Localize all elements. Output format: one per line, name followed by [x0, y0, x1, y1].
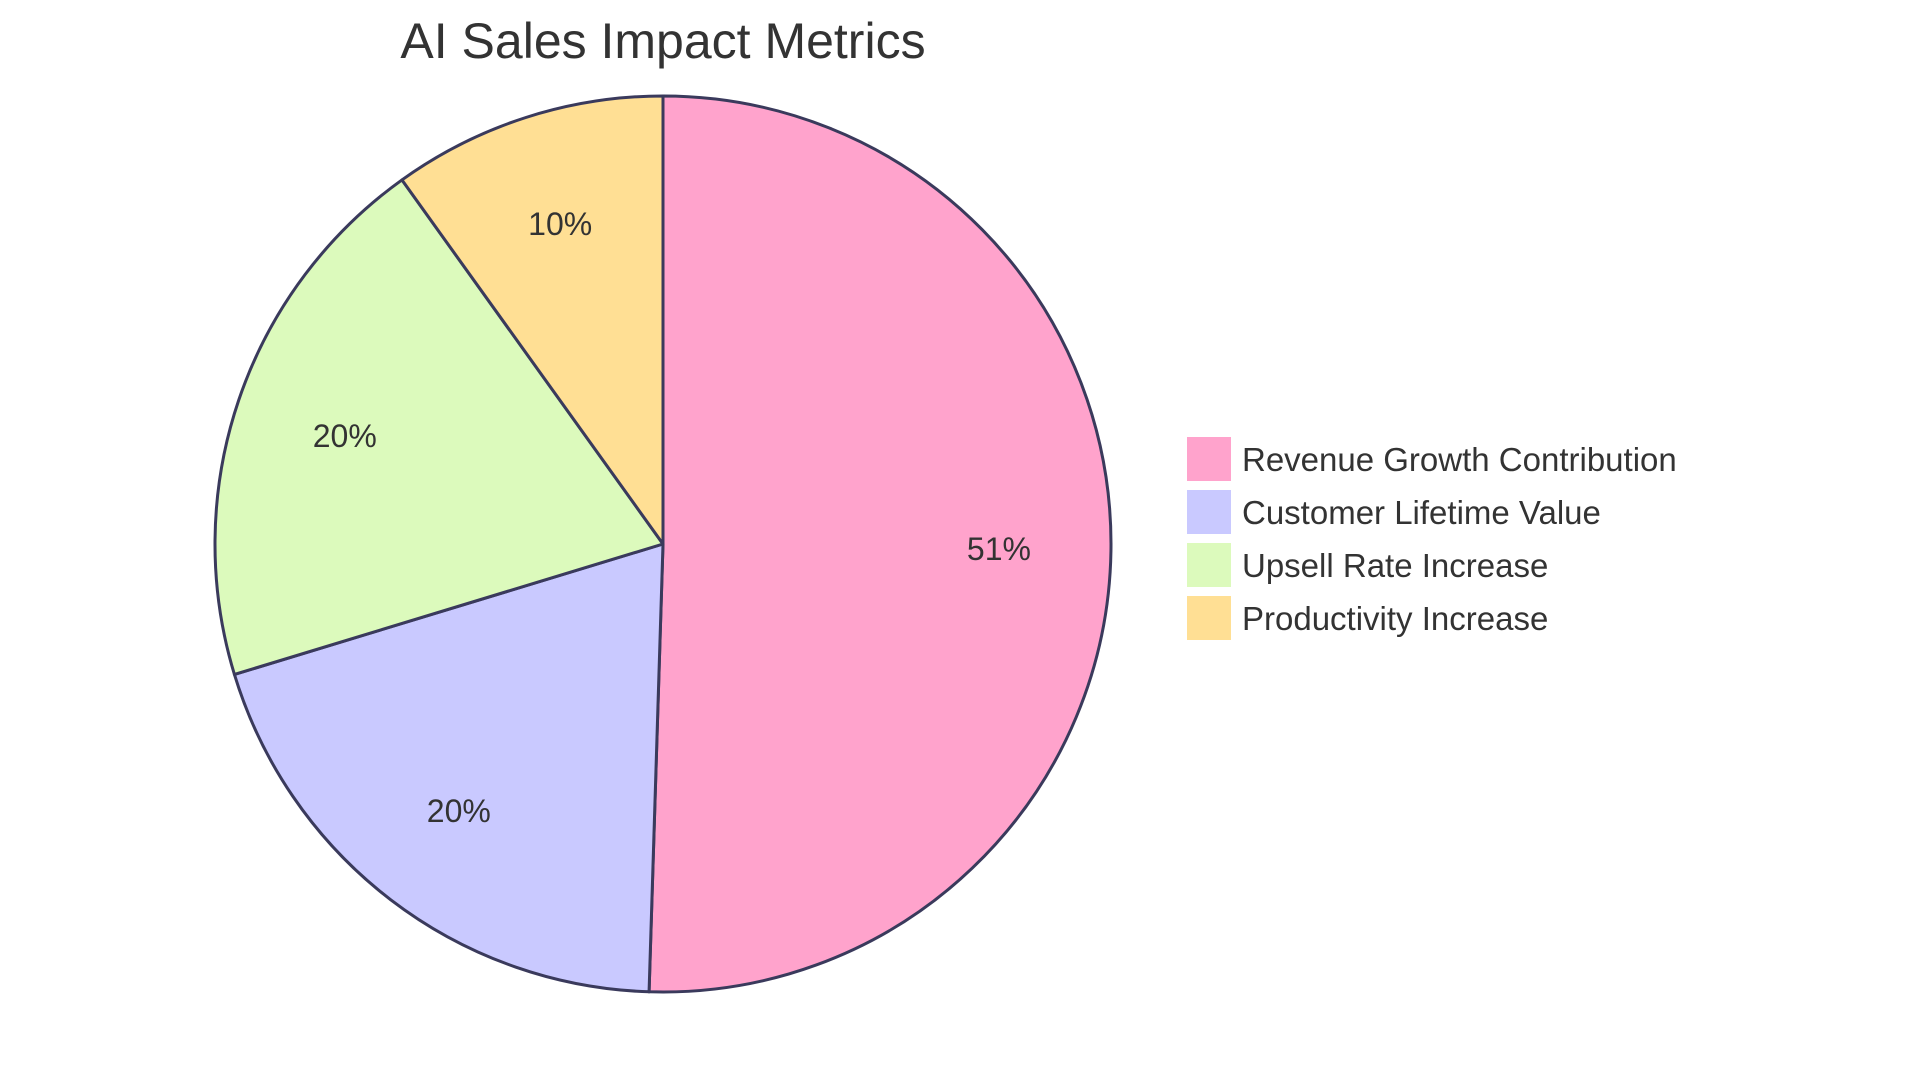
legend-swatch-3: [1185, 541, 1233, 589]
pie-slice-2: [232, 542, 665, 994]
legend-label-2: Customer Lifetime Value: [1242, 494, 1601, 531]
pie-slice-1: [647, 94, 1113, 994]
legend-label-3: Upsell Rate Increase: [1242, 547, 1548, 584]
slice-label-4: 10%: [528, 206, 592, 242]
legend-swatch-4: [1185, 594, 1233, 642]
legend-label-4: Productivity Increase: [1242, 600, 1548, 637]
pie-slice-4: [400, 94, 665, 546]
pie-slice-3: [213, 178, 665, 676]
chart-title: AI Sales Impact Metrics: [400, 13, 925, 69]
pie-slices: [213, 94, 1113, 994]
slice-label-3: 20%: [313, 418, 377, 454]
pie-slice-labels: 51% 20% 20% 10%: [313, 206, 1031, 829]
legend: Revenue Growth Contribution Customer Life…: [1185, 435, 1677, 642]
slice-label-2: 20%: [427, 793, 491, 829]
legend-label-1: Revenue Growth Contribution: [1242, 441, 1677, 478]
legend-swatch-1: [1185, 435, 1233, 483]
slice-label-1: 51%: [967, 531, 1031, 567]
legend-swatch-2: [1185, 488, 1233, 536]
